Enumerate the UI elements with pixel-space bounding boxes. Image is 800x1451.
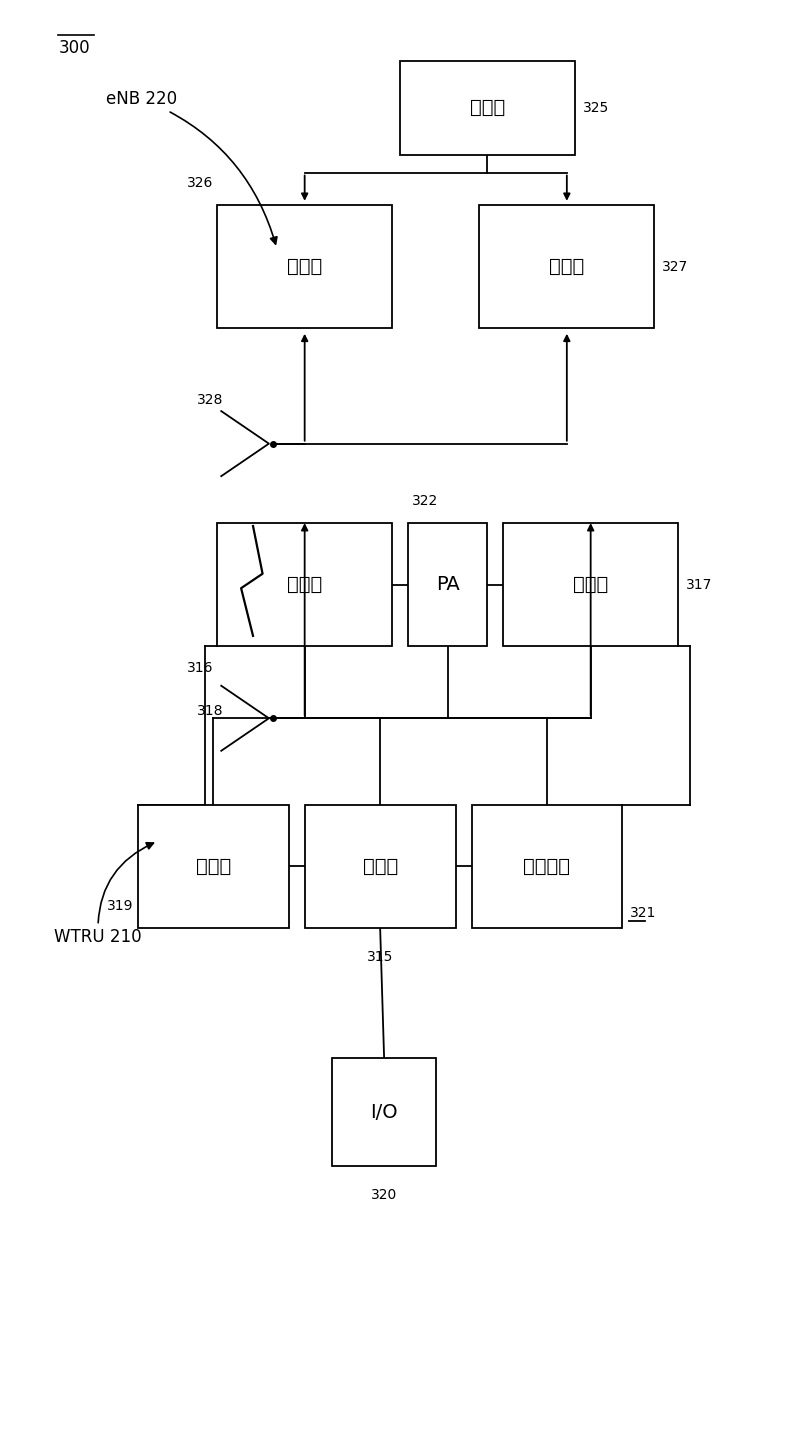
Bar — [305, 805, 456, 927]
Bar — [218, 524, 392, 646]
Text: 用户接口: 用户接口 — [523, 858, 570, 876]
Text: 300: 300 — [58, 39, 90, 57]
Text: WTRU 210: WTRU 210 — [54, 843, 154, 946]
Text: 326: 326 — [187, 177, 214, 190]
Text: 存储器: 存储器 — [196, 858, 231, 876]
Bar — [503, 524, 678, 646]
Text: 325: 325 — [582, 100, 609, 115]
Text: 处理器: 处理器 — [470, 99, 505, 118]
Text: 发射机: 发射机 — [550, 257, 585, 276]
Bar — [218, 205, 392, 328]
Text: PA: PA — [436, 575, 459, 593]
Text: 321: 321 — [630, 907, 657, 920]
Text: 319: 319 — [107, 900, 134, 913]
Bar — [479, 205, 654, 328]
Text: 处理器: 处理器 — [362, 858, 398, 876]
Text: eNB 220: eNB 220 — [106, 90, 277, 244]
Bar — [400, 61, 574, 155]
Text: 316: 316 — [187, 660, 214, 675]
Text: 328: 328 — [198, 393, 224, 408]
Text: 317: 317 — [686, 577, 712, 592]
Text: 318: 318 — [198, 704, 224, 718]
Text: 320: 320 — [371, 1188, 398, 1201]
Text: 发射机: 发射机 — [573, 575, 608, 593]
Text: 接收机: 接收机 — [287, 257, 322, 276]
Bar — [333, 1058, 436, 1167]
Text: I/O: I/O — [370, 1103, 398, 1122]
Text: 322: 322 — [412, 495, 438, 508]
Bar — [138, 805, 289, 927]
Text: 接收机: 接收机 — [287, 575, 322, 593]
Text: 315: 315 — [367, 949, 394, 963]
Bar — [471, 805, 622, 927]
Bar — [408, 524, 487, 646]
Text: 327: 327 — [662, 260, 689, 274]
